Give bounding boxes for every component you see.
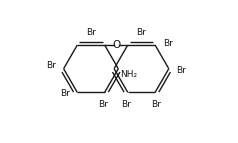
Text: Br: Br (177, 66, 186, 75)
Text: NH₂: NH₂ (120, 70, 137, 79)
Text: Br: Br (137, 28, 146, 37)
Text: Br: Br (46, 61, 56, 70)
Text: Br: Br (163, 39, 173, 48)
Text: O: O (112, 40, 120, 50)
Text: Br: Br (152, 100, 161, 109)
Text: Br: Br (60, 89, 69, 98)
Text: Br: Br (98, 100, 108, 109)
Text: Br: Br (86, 28, 96, 37)
Text: Br: Br (121, 100, 131, 109)
